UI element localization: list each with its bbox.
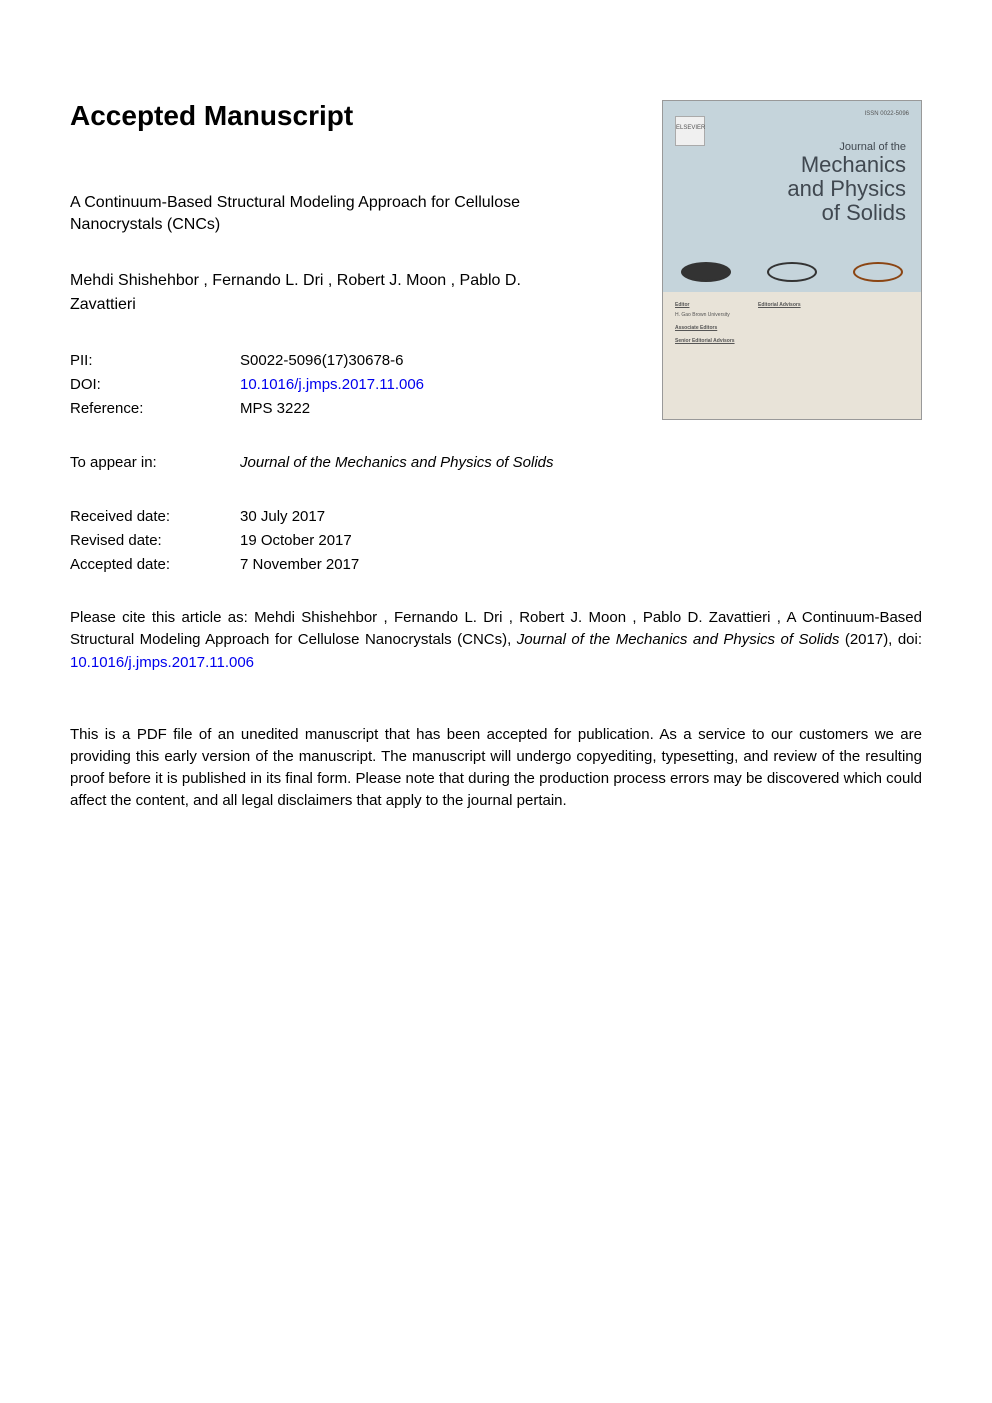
- reference-value: MPS 3222: [240, 397, 310, 421]
- doi-link[interactable]: 10.1016/j.jmps.2017.11.006: [240, 373, 424, 397]
- citation-text: Please cite this article as: Mehdi Shish…: [70, 607, 922, 675]
- authors-list: Mehdi Shishehbor , Fernando L. Dri , Rob…: [70, 269, 590, 317]
- article-title: A Continuum-Based Structural Modeling Ap…: [70, 192, 590, 237]
- journal-table: To appear in: Journal of the Mechanics a…: [70, 451, 922, 475]
- citation-year: (2017), doi:: [839, 631, 922, 648]
- dates-table: Received date: 30 July 2017 Revised date…: [70, 505, 922, 577]
- accepted-row: Accepted date: 7 November 2017: [70, 553, 922, 577]
- revised-value: 19 October 2017: [240, 529, 352, 553]
- header-section: Accepted Manuscript A Continuum-Based St…: [70, 100, 922, 577]
- pii-row: PII: S0022-5096(17)30678-6: [70, 349, 922, 373]
- revised-label: Revised date:: [70, 529, 240, 553]
- citation-journal: Journal of the Mechanics and Physics of …: [517, 631, 840, 648]
- doi-row: DOI: 10.1016/j.jmps.2017.11.006: [70, 373, 922, 397]
- appear-in-label: To appear in:: [70, 451, 240, 475]
- reference-row: Reference: MPS 3222: [70, 397, 922, 421]
- doi-label: DOI:: [70, 373, 240, 397]
- accepted-value: 7 November 2017: [240, 553, 359, 577]
- revised-row: Revised date: 19 October 2017: [70, 529, 922, 553]
- citation-doi-link[interactable]: 10.1016/j.jmps.2017.11.006: [70, 654, 254, 671]
- reference-label: Reference:: [70, 397, 240, 421]
- section-title: Accepted Manuscript: [70, 100, 922, 132]
- pii-value: S0022-5096(17)30678-6: [240, 349, 403, 373]
- received-label: Received date:: [70, 505, 240, 529]
- metadata-table: PII: S0022-5096(17)30678-6 DOI: 10.1016/…: [70, 349, 922, 421]
- disclaimer-text: This is a PDF file of an unedited manusc…: [70, 724, 922, 811]
- pii-label: PII:: [70, 349, 240, 373]
- appear-in-row: To appear in: Journal of the Mechanics a…: [70, 451, 922, 475]
- accepted-label: Accepted date:: [70, 553, 240, 577]
- received-row: Received date: 30 July 2017: [70, 505, 922, 529]
- received-value: 30 July 2017: [240, 505, 325, 529]
- appear-in-value: Journal of the Mechanics and Physics of …: [240, 451, 554, 475]
